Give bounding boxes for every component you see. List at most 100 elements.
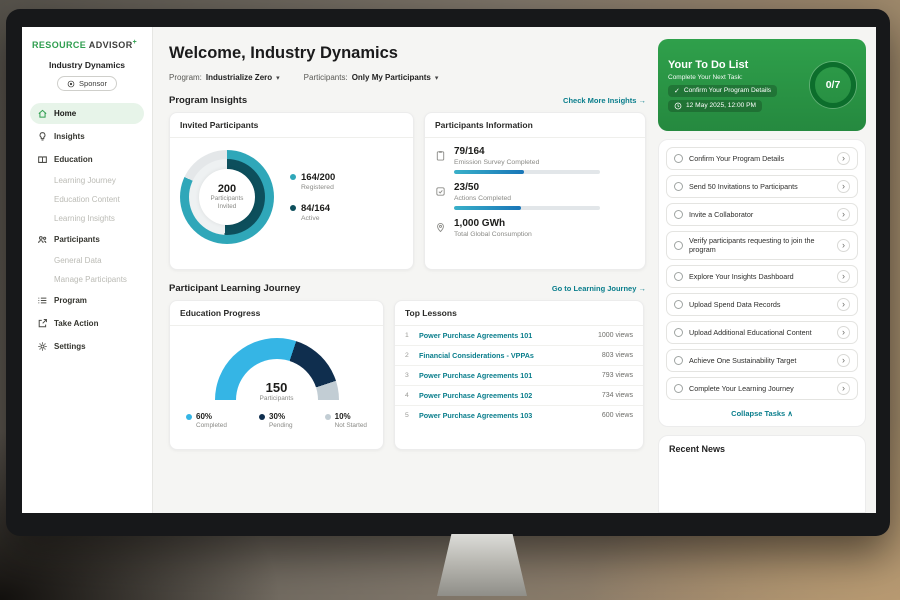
sidebar-item-participants[interactable]: Participants [30, 229, 144, 250]
checkbox-icon[interactable] [674, 182, 683, 191]
task-label: Complete Your Learning Journey [689, 384, 831, 393]
chevron-down-icon: ▾ [276, 74, 280, 82]
chevron-right-icon[interactable]: › [837, 298, 850, 311]
metric-label: Total Global Consumption [454, 231, 532, 238]
filters-bar: Program: Industrialize Zero ▾ Participan… [169, 73, 646, 82]
donut-center: 200 Participants Invited [180, 150, 274, 244]
legend-label: Pending [269, 422, 292, 429]
todo-title: Your To Do List [668, 59, 777, 71]
not-started-dot-icon [325, 414, 331, 420]
sidebar-item-program[interactable]: Program [30, 290, 144, 311]
program-icon [37, 295, 48, 306]
sidebar-item-insights[interactable]: Insights [30, 126, 144, 147]
task-complete-learning-journey[interactable]: Complete Your Learning Journey › [666, 377, 858, 400]
task-label: Upload Spend Data Records [689, 300, 831, 309]
todo-task-list: Confirm Your Program Details › Send 50 I… [658, 139, 866, 427]
task-confirm-program-details[interactable]: Confirm Your Program Details › [666, 147, 858, 170]
lesson-row: 3 Power Purchase Agreements 101 793 view… [395, 366, 643, 386]
chevron-right-icon[interactable]: › [837, 354, 850, 367]
chevron-right-icon[interactable]: › [837, 382, 850, 395]
sidebar-item-education[interactable]: Education [30, 149, 144, 170]
checkbox-icon[interactable] [674, 210, 683, 219]
legend-value: 84/164 [301, 203, 330, 214]
invited-participants-card: Invited Participants 200 Participants In… [169, 112, 414, 270]
task-label: Invite a Collaborator [689, 210, 831, 219]
sidebar-item-take-action[interactable]: Take Action [30, 313, 144, 334]
checkbox-icon[interactable] [674, 272, 683, 281]
lesson-link[interactable]: Power Purchase Agreements 101 [419, 331, 591, 340]
chevron-right-icon[interactable]: › [837, 152, 850, 165]
task-label: Achieve One Sustainability Target [689, 356, 831, 365]
legend-label: Not Started [335, 422, 367, 429]
link-label: Check More Insights [563, 96, 636, 105]
recent-news-card: Recent News [658, 435, 866, 513]
participants-filter[interactable]: Participants: Only My Participants ▾ [304, 73, 439, 82]
checkbox-icon[interactable] [674, 154, 683, 163]
learning-journey-header: Participant Learning Journey Go to Learn… [169, 283, 646, 294]
lesson-rank: 4 [405, 392, 412, 399]
checkbox-icon[interactable] [674, 328, 683, 337]
insights-cards-row: Invited Participants 200 Participants In… [169, 112, 646, 270]
lesson-views: 803 views [602, 352, 633, 359]
emission-survey-row: 79/164 Emission Survey Completed [425, 138, 645, 174]
task-label: Confirm Your Program Details [689, 154, 831, 163]
donut-center-value: 200 [218, 183, 236, 195]
sidebar-item-settings[interactable]: Settings [30, 336, 144, 357]
sidebar-item-education-content[interactable]: Education Content [30, 191, 144, 208]
sidebar: RESOURCE ADVISOR+ Industry Dynamics Spon… [22, 27, 153, 513]
program-filter[interactable]: Program: Industrialize Zero ▾ [169, 73, 280, 82]
progress-track [454, 170, 600, 174]
task-label: Verify participants requesting to join t… [689, 236, 831, 255]
lesson-link[interactable]: Power Purchase Agreements 101 [419, 371, 595, 380]
task-upload-educational-content[interactable]: Upload Additional Educational Content › [666, 321, 858, 344]
education-progress-card: Education Progress 150 Participants 60% [169, 300, 384, 450]
sponsor-badge[interactable]: Sponsor [57, 76, 117, 91]
logo-part2: ADVISOR [89, 40, 133, 50]
checkbox-icon[interactable] [674, 356, 683, 365]
chevron-right-icon[interactable]: › [837, 270, 850, 283]
lesson-rank: 1 [405, 332, 412, 339]
chevron-right-icon[interactable]: › [837, 208, 850, 221]
go-to-learning-journey-link[interactable]: Go to Learning Journey → [552, 284, 646, 293]
next-task-time-chip: 12 May 2025, 12:00 PM [668, 100, 762, 112]
sidebar-item-label: Take Action [54, 319, 98, 328]
collapse-tasks-link[interactable]: Collapse Tasks ∧ [666, 405, 858, 419]
chevron-right-icon[interactable]: › [837, 180, 850, 193]
task-invite-collaborator[interactable]: Invite a Collaborator › [666, 203, 858, 226]
lesson-link[interactable]: Power Purchase Agreements 102 [419, 391, 595, 400]
metric-label: Emission Survey Completed [454, 159, 600, 166]
check-more-insights-link[interactable]: Check More Insights → [563, 96, 646, 105]
chevron-right-icon[interactable]: › [837, 326, 850, 339]
task-send-invitations[interactable]: Send 50 Invitations to Participants › [666, 175, 858, 198]
progress-fill [454, 170, 524, 174]
lesson-views: 600 views [602, 412, 633, 419]
checkbox-icon[interactable] [674, 241, 683, 250]
task-achieve-sustainability-target[interactable]: Achieve One Sustainability Target › [666, 349, 858, 372]
collapse-label: Collapse Tasks [731, 409, 785, 418]
progress-fill [454, 206, 521, 210]
sidebar-item-learning-insights[interactable]: Learning Insights [30, 210, 144, 227]
task-explore-insights[interactable]: Explore Your Insights Dashboard › [666, 265, 858, 288]
sidebar-item-home[interactable]: Home [30, 103, 144, 124]
task-verify-participants[interactable]: Verify participants requesting to join t… [666, 231, 858, 260]
clock-icon [674, 102, 682, 110]
next-task-chip[interactable]: ✓ Confirm Your Program Details [668, 85, 777, 97]
legend-item-registered: 164/200 Registered [290, 172, 335, 191]
sidebar-item-general-data[interactable]: General Data [30, 252, 144, 269]
checkbox-icon[interactable] [674, 300, 683, 309]
lesson-views: 1000 views [598, 332, 633, 339]
active-dot-icon [290, 205, 296, 211]
home-icon [37, 108, 48, 119]
legend-item-completed: 60% Completed [186, 412, 227, 429]
sidebar-item-learning-journey[interactable]: Learning Journey [30, 172, 144, 189]
lesson-link[interactable]: Financial Considerations - VPPAs [419, 351, 595, 360]
card-title: Education Progress [170, 301, 383, 326]
chevron-right-icon[interactable]: › [837, 239, 850, 252]
lesson-link[interactable]: Power Purchase Agreements 103 [419, 411, 595, 420]
donut-center-label: Participants Invited [205, 195, 249, 211]
take-action-icon [37, 318, 48, 329]
checkbox-icon[interactable] [674, 384, 683, 393]
sidebar-item-manage-participants[interactable]: Manage Participants [30, 271, 144, 288]
task-upload-spend-data[interactable]: Upload Spend Data Records › [666, 293, 858, 316]
todo-summary-card: Your To Do List Complete Your Next Task:… [658, 39, 866, 131]
